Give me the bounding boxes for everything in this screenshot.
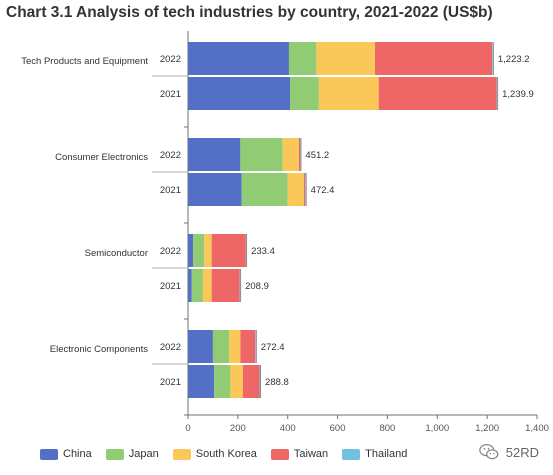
bar-segment xyxy=(192,234,205,267)
legend: China Japan South Korea Taiwan Thailand xyxy=(40,448,407,460)
bar-total-label: 208.9 xyxy=(245,281,269,292)
legend-item[interactable]: South Korea xyxy=(172,448,257,460)
bar-segment xyxy=(305,173,306,206)
x-tick-label: 0 xyxy=(185,423,190,434)
year-label: 2021 xyxy=(160,281,181,292)
bar-total-label: 451.2 xyxy=(305,150,329,161)
bar-segment xyxy=(204,234,212,267)
legend-label: South Korea xyxy=(195,448,257,460)
year-label: 2021 xyxy=(160,185,181,196)
legend-swatch xyxy=(342,448,361,460)
legend-label: Thailand xyxy=(365,448,408,460)
year-label: 2022 xyxy=(160,246,181,257)
bar-segment xyxy=(188,365,215,398)
legend-item[interactable]: China xyxy=(40,448,92,460)
bar-segment xyxy=(214,365,231,398)
x-tick-label: 400 xyxy=(280,423,296,434)
bar-total-label: 1,223.2 xyxy=(498,54,530,65)
legend-swatch xyxy=(105,448,124,460)
bar-segment xyxy=(298,138,301,171)
year-label: 2022 xyxy=(160,54,181,65)
year-label: 2022 xyxy=(160,342,181,353)
bar-segment xyxy=(191,269,203,302)
legend-label: Japan xyxy=(128,448,159,460)
x-tick-label: 1,200 xyxy=(475,423,499,434)
bar-segment xyxy=(188,42,289,75)
bar-segment xyxy=(211,269,240,302)
x-tick-label: 1,000 xyxy=(425,423,449,434)
bar-segment xyxy=(188,138,241,171)
bar-segment xyxy=(255,330,256,363)
bar-total-label: 272.4 xyxy=(261,342,285,353)
bar-segment xyxy=(188,234,193,267)
year-label: 2021 xyxy=(160,377,181,388)
bar-segment xyxy=(188,330,213,363)
legend-item[interactable]: Japan xyxy=(105,448,159,460)
bar-segment xyxy=(230,365,243,398)
bar-total-label: 233.4 xyxy=(251,246,275,257)
bar-segment xyxy=(259,365,261,398)
bar-segment xyxy=(188,269,192,302)
y-category-label: Electronic Components xyxy=(50,344,148,355)
legend-swatch xyxy=(172,448,191,460)
x-tick-label: 200 xyxy=(230,423,246,434)
bar-segment xyxy=(240,138,283,171)
bar-segment xyxy=(492,42,493,75)
bar-segment xyxy=(212,330,230,363)
legend-item[interactable]: Thailand xyxy=(342,448,407,460)
watermark-text: 52RD xyxy=(505,444,539,460)
chart-title: Chart 3.1 Analysis of tech industries by… xyxy=(6,4,493,21)
legend-label: Taiwan xyxy=(293,448,329,460)
legend-swatch xyxy=(270,448,289,460)
watermark: 52RD xyxy=(478,441,539,463)
bar-segment xyxy=(290,77,319,110)
y-category-label: Semiconductor xyxy=(85,248,148,259)
y-category-label: Consumer Electronics xyxy=(55,152,148,163)
bar-segment xyxy=(316,42,375,75)
bar-segment xyxy=(211,234,246,267)
bar-total-label: 472.4 xyxy=(311,185,335,196)
year-label: 2021 xyxy=(160,89,181,100)
bar-segment xyxy=(202,269,212,302)
x-tick-label: 1,400 xyxy=(525,423,549,434)
y-category-label: Tech Products and Equipment xyxy=(21,56,148,67)
x-tick-label: 600 xyxy=(330,423,346,434)
bar-segment xyxy=(188,173,242,206)
x-tick-label: 800 xyxy=(379,423,395,434)
bar-segment xyxy=(239,269,241,302)
bar-segment xyxy=(242,365,260,398)
legend-label: China xyxy=(63,448,92,460)
bar-segment xyxy=(188,77,291,110)
bar-segment xyxy=(378,77,497,110)
bar-segment xyxy=(240,330,256,363)
bar-total-label: 288.8 xyxy=(265,377,289,388)
year-label: 2022 xyxy=(160,150,181,161)
bar-segment xyxy=(287,173,304,206)
bar-segment xyxy=(496,77,498,110)
legend-item[interactable]: Taiwan xyxy=(270,448,329,460)
bar-segment xyxy=(303,173,306,206)
bar-total-label: 1,239.9 xyxy=(502,89,534,100)
bar-segment xyxy=(318,77,379,110)
bar-segment xyxy=(374,42,493,75)
wechat-icon xyxy=(478,444,499,460)
bar-segment xyxy=(282,138,299,171)
bar-segment xyxy=(229,330,241,363)
bar-segment xyxy=(241,173,288,206)
legend-swatch xyxy=(40,448,58,460)
bar-segment xyxy=(288,42,317,75)
